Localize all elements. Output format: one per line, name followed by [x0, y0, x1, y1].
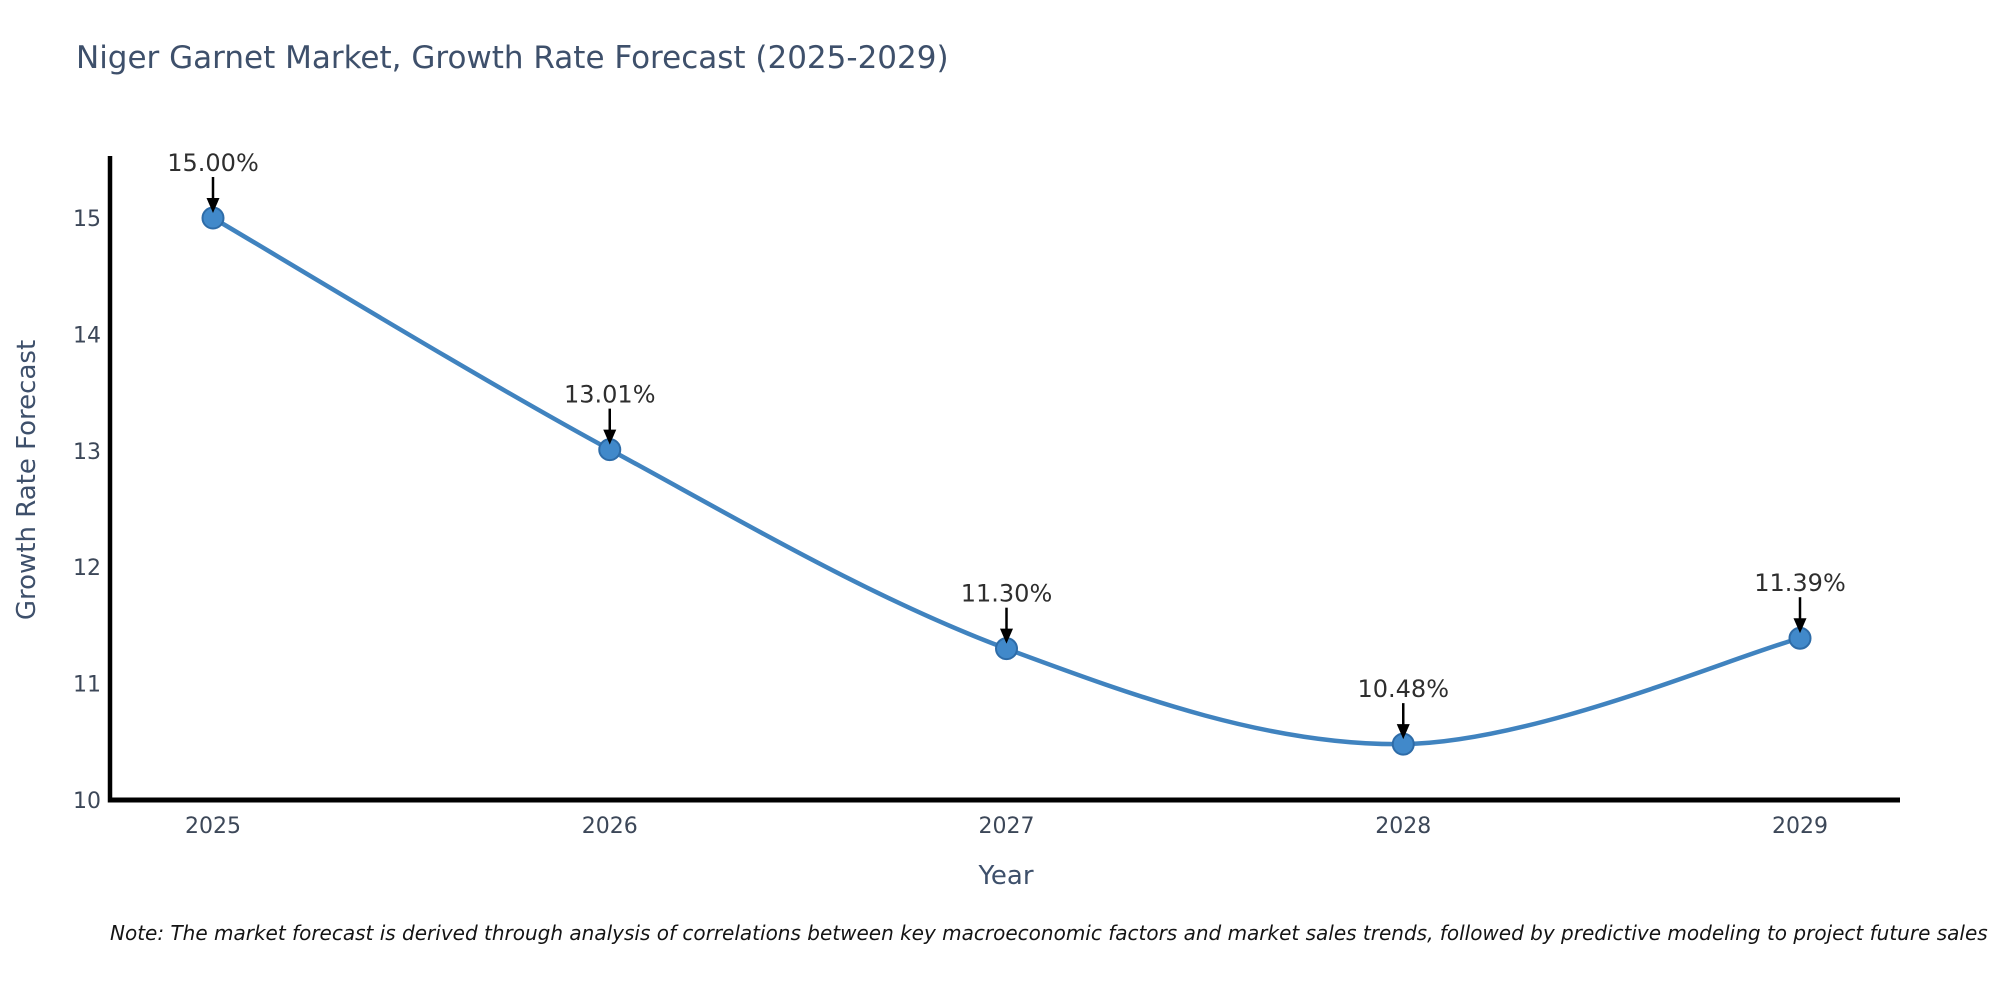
y-tick-label: 10	[73, 789, 101, 814]
y-tick-label: 13	[73, 440, 101, 465]
annotation-arrow-head	[1396, 724, 1410, 740]
y-tick-label: 12	[73, 556, 101, 581]
y-tick-label: 15	[73, 207, 101, 232]
x-tick-label: 2027	[979, 814, 1035, 839]
data-point-label: 11.39%	[1754, 569, 1846, 597]
y-tick-label: 11	[73, 673, 101, 698]
chart-title: Niger Garnet Market, Growth Rate Forecas…	[76, 40, 949, 76]
x-tick-label: 2029	[1772, 814, 1828, 839]
data-point-label: 10.48%	[1357, 675, 1449, 703]
data-point-label: 11.30%	[961, 580, 1053, 608]
x-tick-label: 2028	[1375, 814, 1431, 839]
annotation-arrow-head	[1793, 618, 1807, 634]
annotation-arrow-head	[1000, 628, 1013, 644]
x-tick-label: 2026	[582, 814, 638, 839]
data-point-label: 15.00%	[167, 149, 259, 177]
annotation-arrow-head	[206, 198, 220, 213]
footnote: Note: The market forecast is derived thr…	[110, 921, 1988, 945]
y-tick-label: 14	[73, 323, 101, 348]
annotation-arrow-head	[603, 429, 617, 445]
data-point-label: 13.01%	[564, 381, 656, 409]
x-tick-label: 2025	[185, 814, 241, 839]
forecast-line	[210, 215, 1803, 747]
x-axis-label: Year	[978, 861, 1034, 891]
